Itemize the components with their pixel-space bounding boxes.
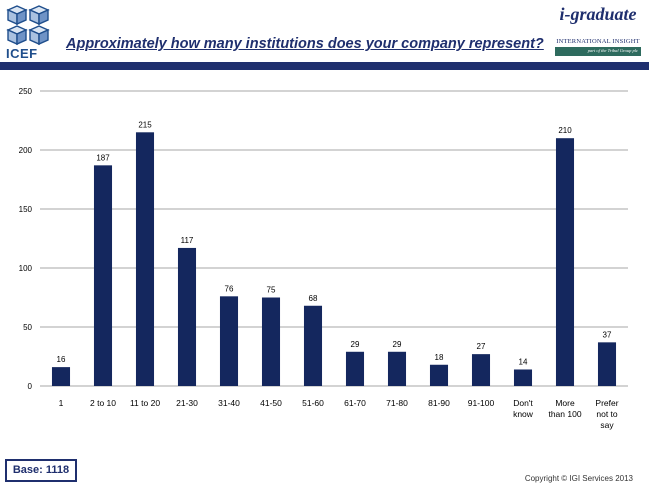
data-label: 75 <box>267 286 276 295</box>
x-tick-label: 61-70 <box>344 398 366 408</box>
gridlines <box>40 90 628 387</box>
data-label: 18 <box>435 353 444 362</box>
x-tick-label: Don't know <box>513 398 534 419</box>
data-label: 76 <box>225 284 234 293</box>
y-tick-label: 250 <box>19 87 33 96</box>
copyright-text: Copyright © IGI Services 2013 <box>524 474 633 483</box>
data-label: 68 <box>309 294 318 303</box>
bar <box>471 354 491 386</box>
data-label: 37 <box>603 330 612 339</box>
bar <box>93 165 113 386</box>
bar <box>303 305 323 386</box>
x-tick-label: 91-100 <box>468 398 495 408</box>
y-tick-label: 100 <box>19 264 33 273</box>
y-axis: 0 50 100 150 200 250 <box>19 87 33 391</box>
data-label: 210 <box>558 126 572 135</box>
icef-logo-text: ICEF <box>6 46 38 61</box>
header-divider <box>0 62 649 70</box>
base-badge: Base: 1118 <box>5 459 77 482</box>
bar <box>513 369 533 386</box>
x-axis: 1 2 to 10 11 to 20 21-30 31-40 41-50 51-60 61-7… <box>59 398 619 430</box>
page-title: Approximately how many institutions does… <box>66 36 544 52</box>
bars <box>51 132 617 386</box>
x-tick-label: 1 <box>59 398 64 408</box>
bar-chart: 0 50 100 150 200 250 16 187 215 117 76 75 68 29 29 18 2… <box>19 87 628 430</box>
data-label: 14 <box>519 357 528 366</box>
icef-logo-icon <box>6 5 50 46</box>
bar <box>219 296 239 386</box>
x-tick-label: 21-30 <box>176 398 198 408</box>
x-tick-label: 51-60 <box>302 398 324 408</box>
bar <box>345 351 365 386</box>
y-tick-label: 200 <box>19 146 33 155</box>
data-label: 117 <box>181 236 194 245</box>
y-tick-label: 50 <box>23 323 32 332</box>
x-tick-label: 81-90 <box>428 398 450 408</box>
bar <box>51 367 71 386</box>
x-tick-label: More than 100 <box>548 398 581 419</box>
y-tick-label: 150 <box>19 205 33 214</box>
data-label: 29 <box>351 340 360 349</box>
igraduate-logo-band <box>555 47 641 56</box>
x-tick-label: 11 to 20 <box>130 398 160 408</box>
x-tick-label: 71-80 <box>386 398 408 408</box>
data-label: 187 <box>96 153 110 162</box>
data-label: 27 <box>477 342 486 351</box>
igraduate-logo-tagline: part of the Tribal Group plc <box>587 48 638 53</box>
data-label: 16 <box>57 355 66 364</box>
y-tick-label: 0 <box>28 382 33 391</box>
bar <box>429 364 449 386</box>
bar <box>387 351 407 386</box>
igraduate-logo-name: i-graduate <box>559 4 637 24</box>
data-label: 29 <box>393 340 402 349</box>
x-tick-label: 41-50 <box>260 398 282 408</box>
bar <box>177 247 197 386</box>
bar <box>597 342 617 386</box>
bar <box>135 132 155 386</box>
x-tick-label: Prefer not to say <box>595 398 618 430</box>
bar <box>261 297 281 386</box>
x-tick-label: 2 to 10 <box>90 398 116 408</box>
igraduate-logo-subtitle: INTERNATIONAL INSIGHT <box>556 38 640 45</box>
x-tick-label: 31-40 <box>218 398 240 408</box>
base-label: Base: 1118 <box>12 464 70 476</box>
igraduate-logo: i-graduate INTERNATIONAL INSIGHT part of… <box>553 4 643 60</box>
bar <box>555 138 575 386</box>
data-label: 215 <box>138 120 152 129</box>
header: ICEF Approximately how many institutions… <box>0 0 649 70</box>
data-labels: 16 187 215 117 76 75 68 29 29 18 27 14 210 37 <box>57 120 612 366</box>
